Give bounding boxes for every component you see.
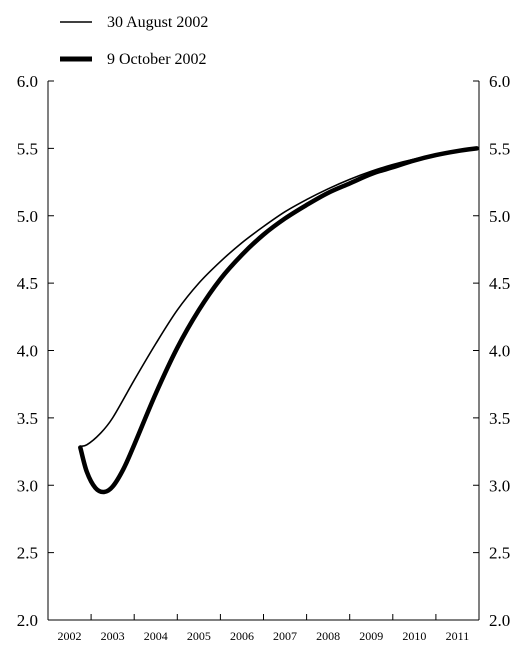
x-tick-label: 2006 — [230, 629, 254, 643]
series-layer — [78, 146, 480, 495]
x-tick-label: 2005 — [187, 629, 211, 643]
y-tick-label-right: 2.5 — [489, 544, 510, 563]
x-tick-label: 2007 — [273, 629, 297, 643]
y-tick-label-left: 4.0 — [17, 342, 38, 361]
y-tick-label-right: 4.5 — [489, 274, 510, 293]
series-line-30-august-2002 — [79, 147, 478, 447]
y-tick-label-right: 3.0 — [489, 476, 510, 495]
series-line-9-october-2002 — [78, 146, 480, 495]
x-tick-label: 2008 — [316, 629, 340, 643]
x-tick-label: 2002 — [58, 629, 82, 643]
x-tick-label: 2010 — [402, 629, 426, 643]
axes: 2.0 2.0 2.5 2.5 3.0 3.0 3.5 3.5 4.0 4.0 4.5 4.5 5.0 5… — [17, 72, 511, 643]
y-tick-label-right: 5.0 — [489, 207, 510, 226]
y-tick-label-right: 3.5 — [489, 409, 510, 428]
y-tick-label-right: 4.0 — [489, 342, 510, 361]
y-tick-label-left: 5.0 — [17, 207, 38, 226]
y-tick-label-left: 6.0 — [17, 72, 38, 91]
legend: 30 August 2002 9 October 2002 — [60, 14, 208, 68]
y-tick-label-right: 2.0 — [489, 611, 510, 630]
x-tick-label: 2009 — [359, 629, 383, 643]
legend-label-9-october-2002: 9 October 2002 — [107, 51, 207, 68]
y-tick-label-right: 5.5 — [489, 139, 510, 158]
y-tick-label-right: 6.0 — [489, 72, 510, 91]
legend-label-30-august-2002: 30 August 2002 — [107, 14, 208, 31]
x-tick-label: 2011 — [446, 629, 470, 643]
x-tick-label: 2003 — [101, 629, 125, 643]
y-tick-label-left: 5.5 — [17, 139, 38, 158]
y-tick-label-left: 4.5 — [17, 274, 38, 293]
x-tick-label: 2004 — [144, 629, 168, 643]
y-tick-label-left: 2.5 — [17, 544, 38, 563]
y-tick-label-left: 3.5 — [17, 409, 38, 428]
y-tick-label-left: 3.0 — [17, 476, 38, 495]
y-tick-label-left: 2.0 — [17, 611, 38, 630]
